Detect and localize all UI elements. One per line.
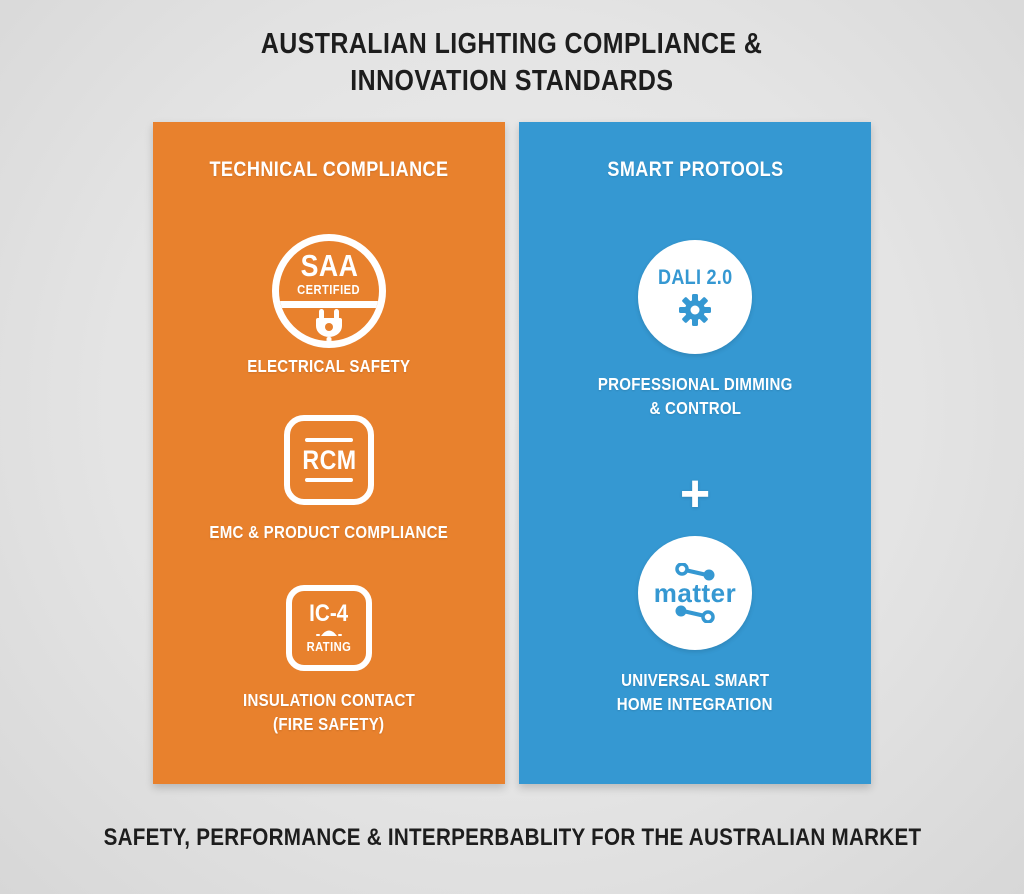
matter-badge: matter <box>638 536 752 650</box>
plus-connector: + <box>679 465 711 523</box>
rcm-top-rule <box>305 438 353 442</box>
saa-badge-divider <box>279 301 379 308</box>
power-plug-icon <box>316 309 342 341</box>
smart-protocols-column: SMART PROTOOLS DALI 2.0 PROFESSIONAL DIM… <box>519 122 871 784</box>
insulation-contact-caption: INSULATION CONTACT (FIRE SAFETY) <box>242 690 416 734</box>
page-title-line1: AUSTRALIAN LIGHTING COMPLIANCE & <box>261 28 763 60</box>
matter-badge-label: matter <box>653 578 737 608</box>
saa-certified-badge: SAA CERTIFIED <box>272 234 386 348</box>
saa-badge-title: SAA <box>300 248 358 283</box>
matter-nodes-bottom-icon <box>675 605 715 623</box>
footer-tagline: SAFETY, PERFORMANCE & INTERPERBABLITY FO… <box>103 824 921 851</box>
electrical-safety-caption: ELECTRICAL SAFETY <box>247 356 411 376</box>
ic4-rating-badge: IC-4 RATING <box>286 585 372 671</box>
saa-badge-subtitle: CERTIFIED <box>297 282 361 297</box>
insulation-mound-icon <box>316 630 342 636</box>
matter-nodes-top-icon <box>675 563 715 581</box>
page-title: AUSTRALIAN LIGHTING COMPLIANCE & INNOVAT… <box>0 26 1024 100</box>
technical-compliance-header: TECHNICAL COMPLIANCE <box>209 158 449 181</box>
emc-compliance-caption: EMC & PRODUCT COMPLIANCE <box>209 522 449 542</box>
rcm-badge: RCM <box>284 415 374 505</box>
smart-protocols-header: SMART PROTOOLS <box>606 158 784 181</box>
dali-badge-label: DALI 2.0 <box>657 266 733 289</box>
dali-badge: DALI 2.0 <box>638 240 752 354</box>
rcm-badge-label: RCM <box>301 445 357 475</box>
ic4-badge-label: IC-4 <box>309 600 349 627</box>
ic4-badge-sublabel: RATING <box>306 639 352 654</box>
gear-icon <box>679 294 711 326</box>
technical-compliance-column: TECHNICAL COMPLIANCE SAA CERTIFIED ELECT… <box>153 122 505 784</box>
rcm-bottom-rule <box>305 478 353 482</box>
professional-dimming-caption: PROFESSIONAL DIMMING & CONTROL <box>597 374 793 418</box>
universal-smart-home-caption: UNIVERSAL SMART HOME INTEGRATION <box>616 670 774 714</box>
page-title-line2: INNOVATION STANDARDS <box>350 65 674 97</box>
